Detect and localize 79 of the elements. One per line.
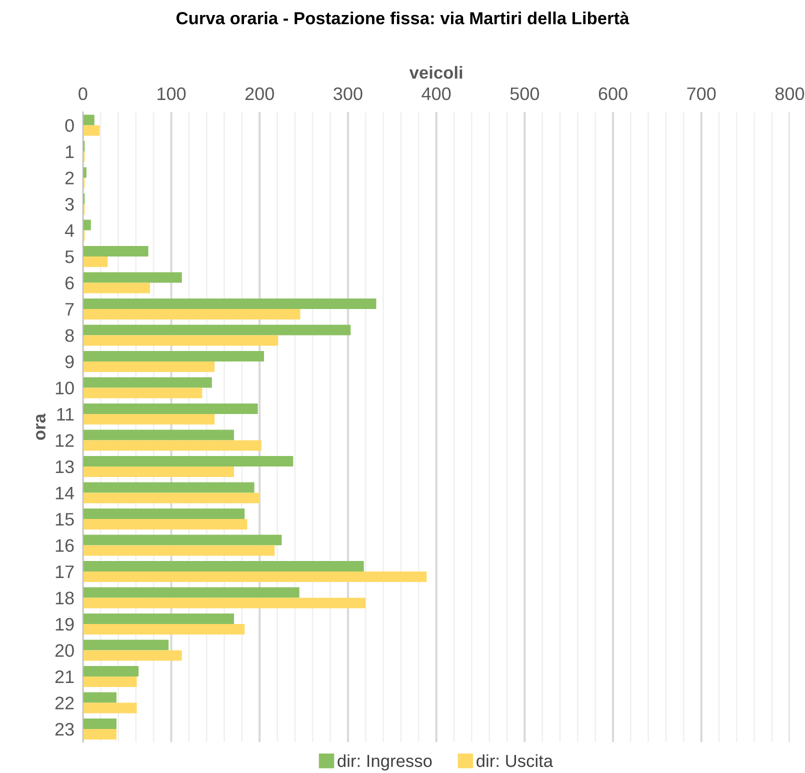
legend-label: dir: Ingresso [338, 754, 432, 771]
bar [82, 272, 182, 283]
bar [82, 282, 150, 294]
x-tick-label: 700 [687, 87, 716, 100]
bar [82, 388, 202, 398]
bar [82, 534, 282, 546]
y-tick-label: 17 [56, 566, 74, 578]
bar [82, 456, 294, 466]
bar [82, 414, 215, 424]
x-tick-label: 600 [598, 87, 628, 100]
chart-title: Curva oraria - Postazione fissa: via Martiri della Libertà [176, 11, 630, 24]
y-tick-label: 0 [65, 119, 74, 132]
bar [82, 718, 116, 729]
bar [82, 246, 148, 256]
legend-label: dir: Uscita [476, 754, 554, 768]
y-tick-label: 11 [57, 408, 74, 420]
bar [82, 430, 234, 440]
y-tick-label: 21 [55, 670, 74, 683]
bar [82, 676, 137, 687]
bar [82, 125, 100, 136]
y-tick-label: 6 [65, 276, 74, 290]
bar [82, 508, 245, 519]
bar [82, 298, 376, 309]
x-tick-label: 0 [78, 87, 88, 100]
bar [82, 308, 300, 320]
y-tick-label: 5 [65, 250, 74, 264]
bar [82, 560, 364, 572]
bar [82, 324, 351, 336]
bar [82, 335, 278, 346]
y-tick-label: 19 [56, 618, 74, 631]
y-tick-label: 7 [65, 303, 74, 316]
y-tick-label: 14 [56, 486, 74, 500]
x-axis-title: veicoli [409, 66, 462, 79]
bar [82, 666, 139, 676]
x-tick-label: 800 [775, 87, 804, 100]
y-axis-title: ora [36, 413, 46, 440]
bar [82, 361, 215, 372]
bar [82, 650, 182, 661]
bar [82, 350, 264, 362]
bar [82, 492, 260, 504]
y-tick-label: 9 [65, 355, 74, 368]
bar [82, 640, 169, 650]
bar [82, 571, 427, 582]
x-tick-label: 200 [245, 87, 274, 100]
bar [82, 466, 234, 477]
y-tick-label: 23 [55, 722, 74, 736]
y-tick-label: 4 [64, 224, 74, 237]
bar [82, 624, 245, 634]
y-tick-label: 20 [55, 644, 74, 657]
bar [82, 545, 275, 556]
bar [82, 613, 234, 624]
bar [82, 403, 258, 414]
y-tick-label: 16 [56, 539, 74, 552]
bar [82, 518, 248, 530]
bar [82, 377, 212, 388]
bar [82, 692, 116, 703]
bar [82, 598, 366, 608]
y-tick-label: 15 [56, 513, 74, 526]
y-tick-label: 13 [56, 460, 74, 474]
bar [82, 587, 300, 598]
x-tick-label: 300 [334, 87, 362, 100]
y-tick-label: 1 [66, 146, 74, 158]
bar [82, 702, 137, 714]
y-tick-label: 12 [56, 434, 74, 447]
y-tick-label: 8 [65, 329, 74, 342]
x-tick-label: 400 [422, 87, 451, 100]
bar [82, 728, 116, 740]
bar [82, 256, 108, 267]
x-tick-label: 100 [158, 87, 186, 100]
x-tick-label: 500 [510, 87, 540, 100]
y-tick-label: 10 [56, 382, 74, 394]
y-tick-label: 3 [65, 198, 74, 211]
y-tick-label: 18 [56, 592, 74, 604]
bar [82, 440, 262, 451]
bar [82, 482, 254, 493]
bar [82, 220, 91, 230]
bar [82, 114, 94, 126]
y-tick-label: 2 [65, 172, 74, 184]
y-tick-label: 22 [55, 696, 74, 710]
